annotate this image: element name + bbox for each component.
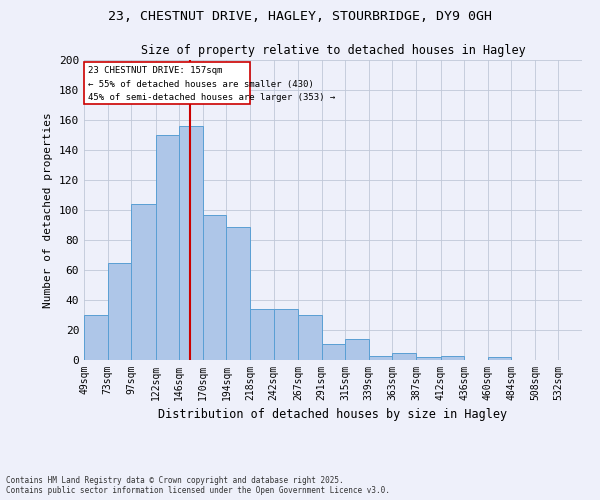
Bar (179, 126, 203, 360)
Bar (274, 309, 298, 360)
Bar (345, 339, 369, 360)
Bar (298, 315, 322, 360)
Bar (156, 135, 179, 360)
Bar (440, 356, 464, 360)
X-axis label: Distribution of detached houses by size in Hagley: Distribution of detached houses by size … (158, 408, 508, 422)
Bar (488, 357, 511, 360)
Bar (131, 204, 156, 360)
Y-axis label: Number of detached properties: Number of detached properties (43, 112, 53, 308)
Bar (84, 315, 107, 360)
Text: Contains HM Land Registry data © Crown copyright and database right 2025.
Contai: Contains HM Land Registry data © Crown c… (6, 476, 390, 495)
Bar (392, 352, 416, 360)
Title: Size of property relative to detached houses in Hagley: Size of property relative to detached ho… (140, 44, 526, 58)
Bar (416, 357, 440, 360)
FancyBboxPatch shape (84, 62, 250, 104)
Bar (369, 356, 392, 360)
Bar (107, 262, 131, 360)
Text: 23 CHESTNUT DRIVE: 157sqm: 23 CHESTNUT DRIVE: 157sqm (88, 66, 223, 75)
Bar (322, 344, 345, 360)
Bar (226, 226, 250, 360)
Bar (203, 214, 226, 360)
Bar (250, 309, 274, 360)
Text: 45% of semi-detached houses are larger (353) →: 45% of semi-detached houses are larger (… (88, 93, 335, 102)
Text: ← 55% of detached houses are smaller (430): ← 55% of detached houses are smaller (43… (88, 80, 314, 88)
Text: 23, CHESTNUT DRIVE, HAGLEY, STOURBRIDGE, DY9 0GH: 23, CHESTNUT DRIVE, HAGLEY, STOURBRIDGE,… (108, 10, 492, 23)
